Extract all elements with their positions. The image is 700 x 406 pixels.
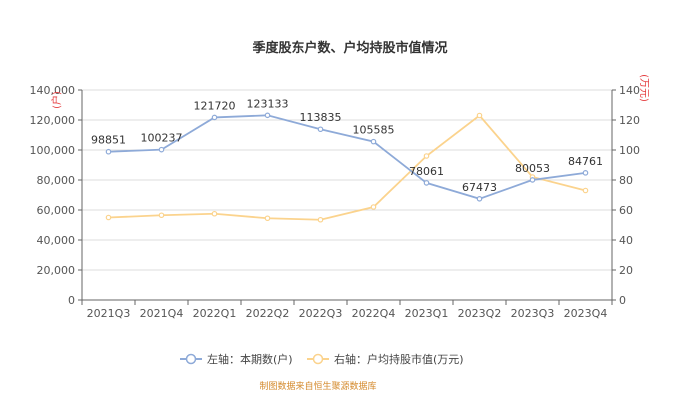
data-point-left bbox=[105, 148, 112, 155]
grid bbox=[82, 89, 612, 271]
data-point-left bbox=[476, 195, 483, 202]
right-tick-label: 100 bbox=[619, 144, 640, 157]
data-point-right bbox=[423, 153, 430, 159]
x-tick-label: 2022Q3 bbox=[299, 307, 343, 320]
data-point-left bbox=[211, 114, 218, 121]
left-tick-label: 60,000 bbox=[37, 204, 76, 217]
data-label: 67473 bbox=[462, 181, 497, 194]
x-tick-label: 2023Q3 bbox=[511, 307, 555, 320]
source-note: 制图数据来自恒生聚源数据库 bbox=[259, 380, 376, 392]
right-tick-label: 140 bbox=[619, 84, 640, 97]
data-label: 98851 bbox=[91, 134, 126, 147]
data-point-left bbox=[529, 177, 536, 183]
data-point-right bbox=[158, 212, 165, 219]
data-label: 105585 bbox=[353, 124, 395, 137]
right-tick-label: 0 bbox=[619, 294, 626, 307]
legend-label: 左轴：本期数(户) bbox=[207, 352, 293, 366]
data-point-right bbox=[370, 204, 377, 210]
data-point-left bbox=[158, 146, 165, 153]
data-label: 78061 bbox=[409, 165, 444, 178]
data-label: 121720 bbox=[194, 99, 236, 112]
x-tick-label: 2023Q2 bbox=[458, 307, 502, 320]
left-tick-label: 40,000 bbox=[37, 234, 76, 247]
data-point-left bbox=[582, 170, 589, 176]
data-point-right bbox=[105, 214, 112, 221]
data-label: 123133 bbox=[247, 97, 289, 110]
data-point-left bbox=[264, 112, 271, 119]
x-tick-label: 2021Q4 bbox=[140, 307, 184, 320]
legend-swatch-marker bbox=[185, 353, 197, 365]
x-tick-label: 2022Q1 bbox=[193, 307, 237, 320]
data-point-left bbox=[317, 126, 324, 133]
legend: 左轴：本期数(户) 右轴：户均持股市值(万元) bbox=[180, 352, 464, 366]
right-tick-label: 80 bbox=[619, 174, 633, 187]
series-layer: 98851 100237 121720 123133 113835 105585 78061… bbox=[91, 97, 603, 223]
left-tick-label: 80,000 bbox=[37, 174, 76, 187]
series-line-right bbox=[108, 114, 586, 221]
right-tick-label: 60 bbox=[619, 204, 633, 217]
x-tick-label: 2023Q1 bbox=[405, 307, 449, 320]
data-point-left bbox=[370, 138, 377, 145]
axes: 0 0 20,000 20 40,000 40 60,000 60 80,000 80 100,00… bbox=[30, 84, 641, 320]
x-tick-label: 2022Q2 bbox=[246, 307, 290, 320]
data-point-right bbox=[317, 216, 324, 223]
data-label: 80053 bbox=[515, 162, 550, 175]
right-tick-label: 20 bbox=[619, 264, 633, 277]
left-axis-unit: (户) bbox=[50, 91, 63, 109]
data-point-right bbox=[582, 187, 589, 194]
legend-swatch-marker bbox=[312, 353, 324, 365]
left-tick-label: 0 bbox=[68, 294, 75, 307]
data-point-right bbox=[264, 215, 271, 222]
data-point-right bbox=[476, 112, 483, 119]
data-label: 113835 bbox=[300, 111, 342, 124]
chart-title: 季度股东户数、户均持股市值情况 bbox=[251, 40, 447, 56]
left-tick-label: 120,000 bbox=[30, 114, 76, 127]
right-tick-label: 120 bbox=[619, 114, 640, 127]
x-tick-label: 2021Q3 bbox=[87, 307, 131, 320]
x-tick-label: 2023Q4 bbox=[564, 307, 608, 320]
legend-label: 右轴：户均持股市值(万元) bbox=[334, 352, 464, 366]
left-tick-label: 20,000 bbox=[37, 264, 76, 277]
data-label: 100237 bbox=[141, 132, 183, 145]
left-tick-label: 100,000 bbox=[30, 144, 76, 157]
data-point-left bbox=[423, 180, 430, 186]
right-tick-label: 40 bbox=[619, 234, 633, 247]
data-label: 84761 bbox=[568, 155, 603, 168]
series-line-left bbox=[108, 114, 586, 200]
left-tick-label: 140,000 bbox=[30, 84, 76, 97]
x-tick-label: 2022Q4 bbox=[352, 307, 396, 320]
right-axis-unit: (万元) bbox=[638, 74, 649, 102]
data-point-right bbox=[211, 210, 218, 217]
